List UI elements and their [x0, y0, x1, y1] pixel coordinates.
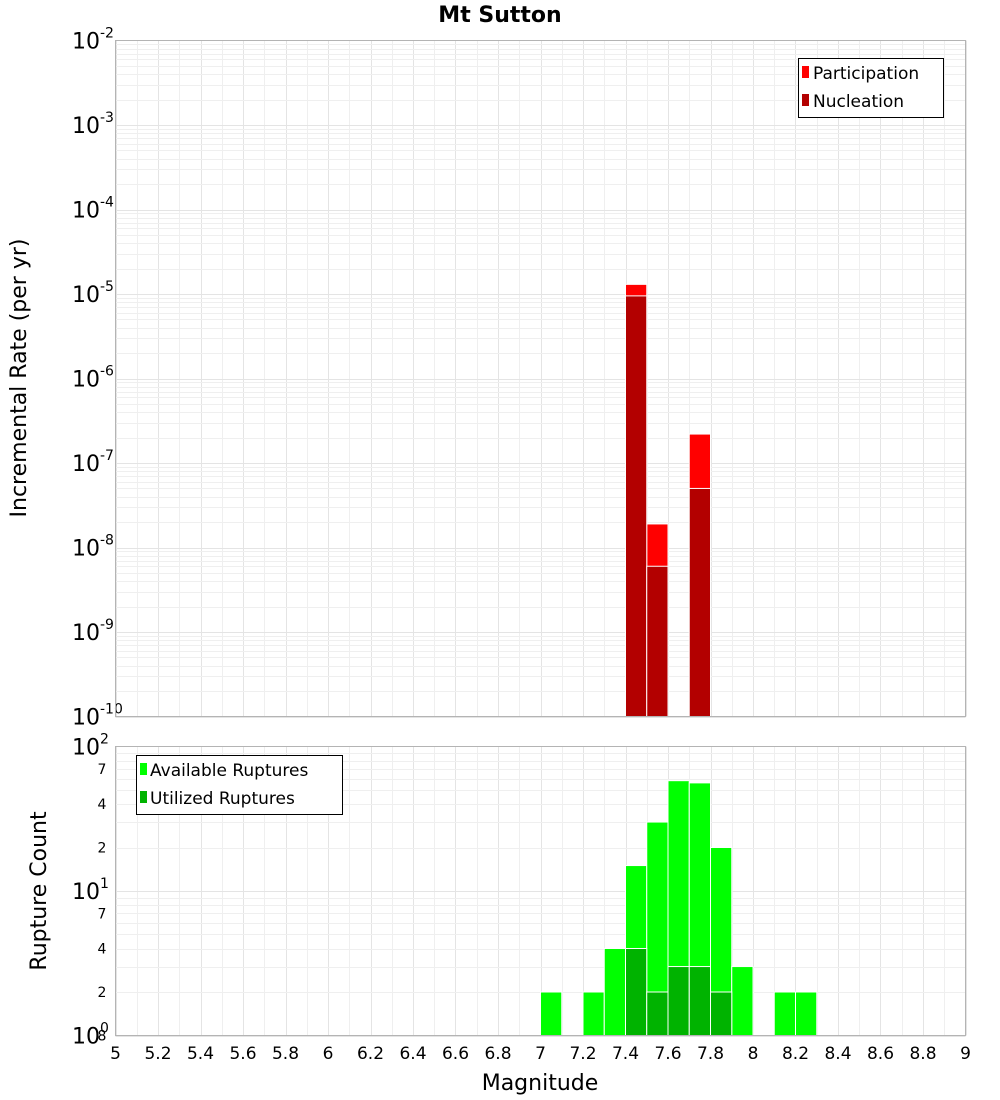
top-plot-area — [115, 40, 966, 717]
bottom-bar-utilized-ruptures — [667, 966, 690, 1036]
bottom-bar-available-ruptures — [540, 991, 563, 1036]
legend-swatch-available-ruptures — [140, 763, 147, 775]
top-bar-nucleation — [688, 487, 711, 717]
x-tick-label: 5 — [110, 1044, 121, 1064]
x-tick-label: 7.6 — [654, 1044, 681, 1064]
bottom-y-minor-tick-label: 2 — [98, 985, 107, 1001]
bottom-bar-available-ruptures — [731, 966, 754, 1036]
x-tick-label: 5.6 — [229, 1044, 256, 1064]
x-tick-labels: 5 5.2 5.4 5.6 5.8 6 6.2 6.4 6.6 6.8 7 7.2 7.4 7.6 7.8 8… — [110, 1044, 971, 1064]
x-tick-label: 8.8 — [909, 1044, 936, 1064]
bottom-y-tick-labels: 102 101 100 7 4 2 7 4 2 8 — [72, 732, 109, 1050]
top-y-tick-label: 10-2 — [72, 26, 114, 55]
top-y-axis-label: Incremental Rate (per yr) — [7, 239, 32, 518]
bottom-legend: Available Ruptures Utilized Ruptures — [136, 755, 343, 815]
x-tick-label: 8.6 — [867, 1044, 894, 1064]
top-y-tick-label: 10-3 — [72, 110, 114, 139]
x-tick-label: 5.4 — [187, 1044, 214, 1064]
top-y-tick-label: 10-10 — [72, 702, 123, 731]
x-tick-label: 5.8 — [272, 1044, 299, 1064]
bottom-y-minor-tick-label: 2 — [98, 841, 107, 857]
top-y-tick-label: 10-9 — [72, 617, 114, 646]
bottom-y-minor-tick-label: 4 — [98, 797, 107, 813]
bottom-bars — [540, 780, 818, 1037]
legend-swatch-utilized-ruptures — [140, 791, 147, 803]
bottom-y-tick-label: 102 — [72, 732, 109, 761]
legend-label-participation: Participation — [813, 64, 919, 84]
bottom-bar-utilized-ruptures — [688, 966, 711, 1036]
top-y-tick-label: 10-5 — [72, 279, 114, 308]
top-y-tick-label: 10-6 — [72, 364, 114, 393]
top-bar-nucleation — [625, 295, 648, 717]
x-tick-label: 6 — [323, 1044, 334, 1064]
bottom-y-tick-label: 101 — [72, 876, 109, 905]
x-tick-label: 7.4 — [612, 1044, 639, 1064]
x-tick-label: 5.2 — [144, 1044, 171, 1064]
bottom-bar-available-ruptures — [603, 948, 626, 1036]
bottom-y-minor-tick-label: 8 — [98, 1029, 107, 1045]
x-tick-label: 6.8 — [484, 1044, 511, 1064]
legend-label-nucleation: Nucleation — [813, 92, 904, 112]
top-y-tick-label: 10-8 — [72, 533, 114, 562]
x-tick-label: 7.8 — [697, 1044, 724, 1064]
chart-title: Mt Sutton — [438, 3, 561, 28]
x-tick-label: 9 — [960, 1044, 971, 1064]
x-axis-label: Magnitude — [482, 1071, 599, 1096]
bottom-bar-available-ruptures — [773, 991, 796, 1036]
bottom-bar-utilized-ruptures — [710, 991, 733, 1036]
x-tick-label: 6.4 — [399, 1044, 426, 1064]
x-tick-label: 8.4 — [824, 1044, 851, 1064]
top-y-tick-label: 10-4 — [72, 195, 114, 224]
x-tick-label: 7.2 — [569, 1044, 596, 1064]
legend-swatch-participation — [802, 66, 809, 78]
top-y-tick-label: 10-7 — [72, 448, 114, 477]
bottom-y-minor-tick-label: 7 — [98, 906, 107, 922]
bottom-y-axis-label: Rupture Count — [27, 811, 52, 971]
legend-label-utilized-ruptures: Utilized Ruptures — [150, 789, 295, 809]
x-tick-label: 7 — [535, 1044, 546, 1064]
top-y-tick-labels: 10-2 10-3 10-4 10-5 10-6 10-7 10-8 10-9 10-10 — [72, 26, 123, 731]
bottom-bar-utilized-ruptures — [625, 948, 648, 1036]
legend-swatch-nucleation — [802, 94, 809, 106]
legend-label-available-ruptures: Available Ruptures — [150, 761, 308, 781]
x-tick-label: 8.2 — [782, 1044, 809, 1064]
bottom-y-minor-tick-label: 4 — [98, 942, 107, 958]
bottom-bar-available-ruptures — [582, 991, 605, 1036]
top-gridlines — [115, 40, 967, 718]
x-tick-label: 8 — [748, 1044, 759, 1064]
top-bars — [625, 283, 711, 717]
x-tick-label: 6.6 — [442, 1044, 469, 1064]
x-tick-label: 6.2 — [357, 1044, 384, 1064]
top-legend: Participation Nucleation — [798, 58, 944, 118]
bottom-y-tick-label: 100 — [72, 1021, 109, 1050]
bottom-bar-utilized-ruptures — [646, 991, 669, 1036]
bottom-y-minor-tick-label: 7 — [98, 762, 107, 778]
bottom-bar-available-ruptures — [795, 991, 818, 1036]
top-bar-nucleation — [646, 565, 669, 717]
